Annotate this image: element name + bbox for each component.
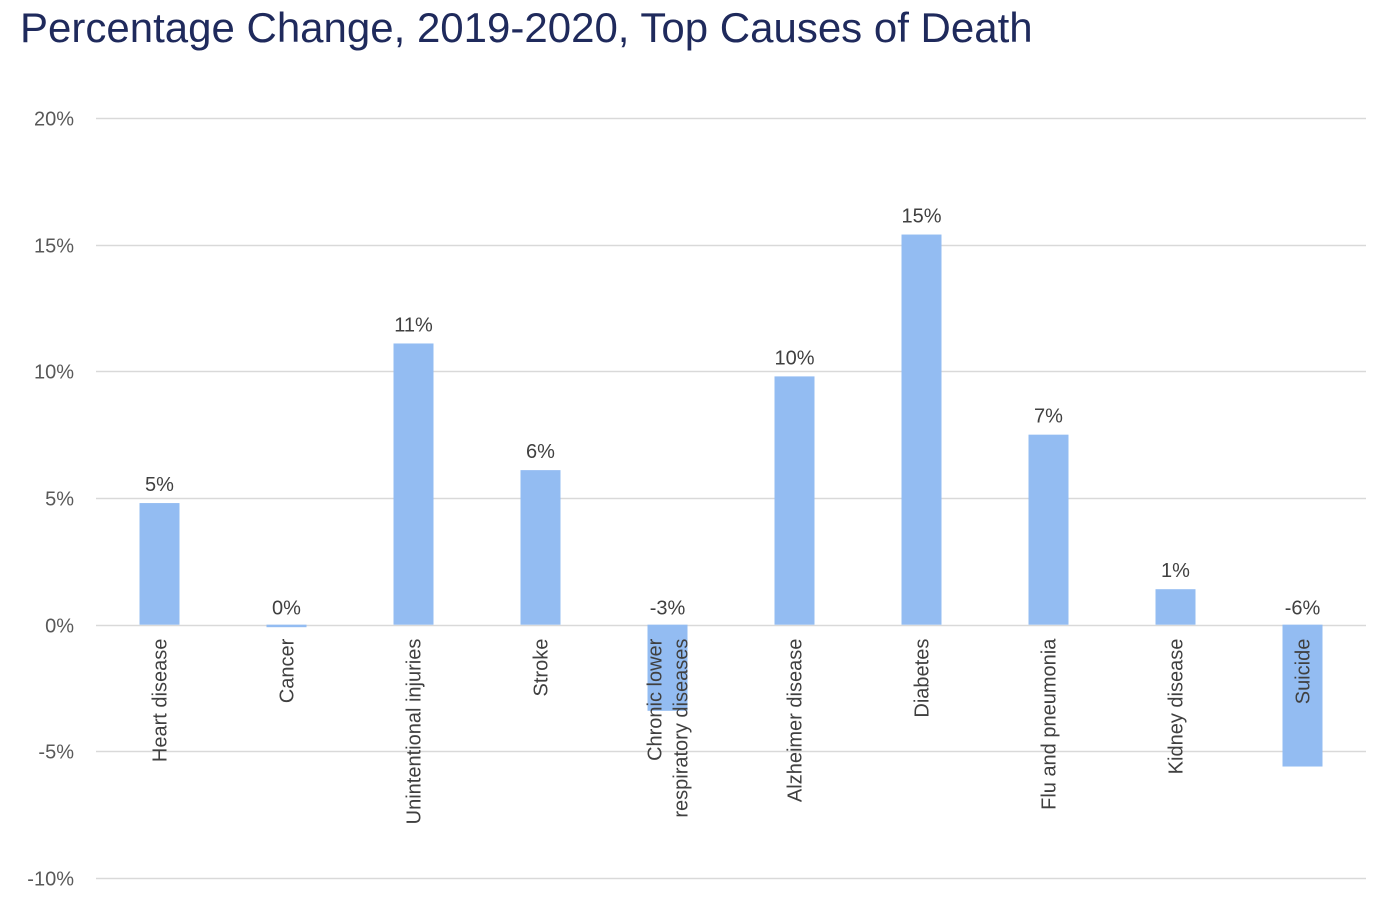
bar bbox=[647, 624, 688, 711]
data-label: 11% bbox=[394, 314, 433, 336]
y-tick-label: -10% bbox=[27, 869, 74, 891]
y-tick-label: -5% bbox=[38, 742, 74, 764]
data-label: 15% bbox=[901, 206, 941, 228]
category-label: Alzheimer disease bbox=[785, 639, 807, 802]
category-label: respiratory diseases bbox=[671, 639, 693, 818]
data-label: 10% bbox=[774, 347, 814, 369]
category-label: Cancer bbox=[277, 638, 299, 703]
data-label: 0% bbox=[272, 598, 301, 620]
y-tick-label: 5% bbox=[45, 489, 74, 511]
data-label: -6% bbox=[1285, 598, 1321, 620]
bar bbox=[774, 376, 815, 625]
category-label: Kidney disease bbox=[1166, 639, 1188, 775]
gridlines bbox=[96, 117, 1366, 880]
category-label: Unintentional injuries bbox=[404, 639, 426, 825]
category-label: Heart disease bbox=[150, 639, 172, 762]
bars bbox=[139, 234, 1323, 767]
category-label: Chronic lower bbox=[645, 638, 667, 761]
bar bbox=[1028, 434, 1069, 625]
bar bbox=[901, 234, 942, 625]
category-label: Suicide bbox=[1293, 639, 1315, 705]
y-tick-label: 10% bbox=[34, 362, 74, 384]
data-labels: 5% 0% 11% 6% -3% 10% 15% 7% 1% -6% bbox=[145, 206, 1320, 620]
y-tick-label: 0% bbox=[45, 616, 74, 638]
category-label: Diabetes bbox=[912, 639, 934, 718]
data-label: 6% bbox=[526, 441, 555, 463]
data-label: 7% bbox=[1034, 406, 1063, 428]
data-label: 1% bbox=[1161, 560, 1190, 582]
y-tick-label: 20% bbox=[34, 109, 74, 131]
data-label: 5% bbox=[145, 474, 174, 496]
bar bbox=[520, 470, 561, 625]
bar bbox=[393, 343, 434, 625]
data-label: -3% bbox=[650, 598, 686, 620]
bar bbox=[139, 503, 180, 625]
y-tick-label: 15% bbox=[34, 236, 74, 258]
bar bbox=[1282, 624, 1323, 767]
category-label: Stroke bbox=[531, 639, 553, 697]
bar bbox=[1155, 589, 1196, 625]
bar bbox=[266, 624, 307, 628]
y-axis-ticks: -10% -5% 0% 5% 10% 15% 20% bbox=[27, 109, 74, 891]
category-label: Flu and pneumonia bbox=[1039, 638, 1061, 810]
category-labels: Heart disease Cancer Unintentional injurie… bbox=[150, 638, 1315, 825]
chart-title: Percentage Change, 2019-2020, Top Causes… bbox=[20, 4, 1033, 51]
